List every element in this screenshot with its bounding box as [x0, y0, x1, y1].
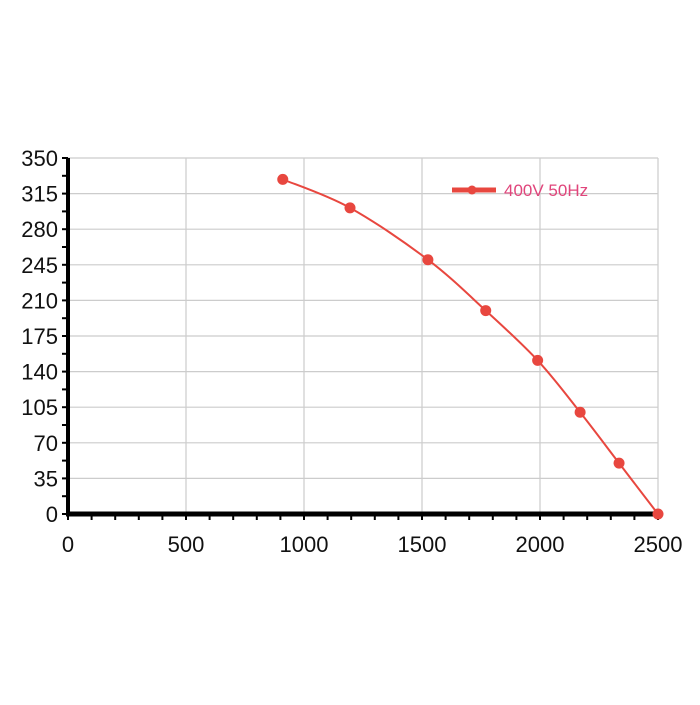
data-point [613, 457, 625, 469]
y-tick-label: 315 [21, 182, 58, 207]
data-point [277, 173, 289, 185]
y-tick-label: 140 [21, 360, 58, 385]
data-point [422, 254, 434, 266]
y-tick-label: 245 [21, 253, 58, 278]
legend-marker [467, 185, 477, 195]
series-line [282, 178, 659, 515]
data-point [652, 508, 664, 520]
x-tick-label: 0 [62, 532, 74, 557]
data-point [344, 202, 356, 214]
axes [62, 157, 659, 520]
y-tick-label: 70 [34, 431, 58, 456]
data-point [574, 406, 586, 418]
x-tick-label: 2000 [516, 532, 565, 557]
series-layer [277, 173, 664, 520]
x-tick-label: 500 [168, 532, 205, 557]
tick-labels: 0 35 70 105 140 175 210 245 280 315 350 0 500 1000 150… [21, 146, 682, 557]
y-tick-label: 35 [34, 466, 58, 491]
y-tick-label: 105 [21, 395, 58, 420]
grid-lines [68, 157, 659, 514]
x-tick-label: 1500 [398, 532, 447, 557]
x-tick-label: 1000 [280, 532, 329, 557]
data-point [532, 354, 544, 366]
x-tick-label: 2500 [634, 532, 683, 557]
y-tick-label: 280 [21, 217, 58, 242]
y-tick-label: 0 [46, 502, 58, 527]
legend-label: 400V 50Hz [504, 181, 588, 200]
legend: 400V 50Hz [452, 181, 588, 200]
data-point [480, 305, 492, 317]
y-tick-label: 350 [21, 146, 58, 171]
y-tick-label: 210 [21, 288, 58, 313]
y-tick-label: 175 [21, 324, 58, 349]
